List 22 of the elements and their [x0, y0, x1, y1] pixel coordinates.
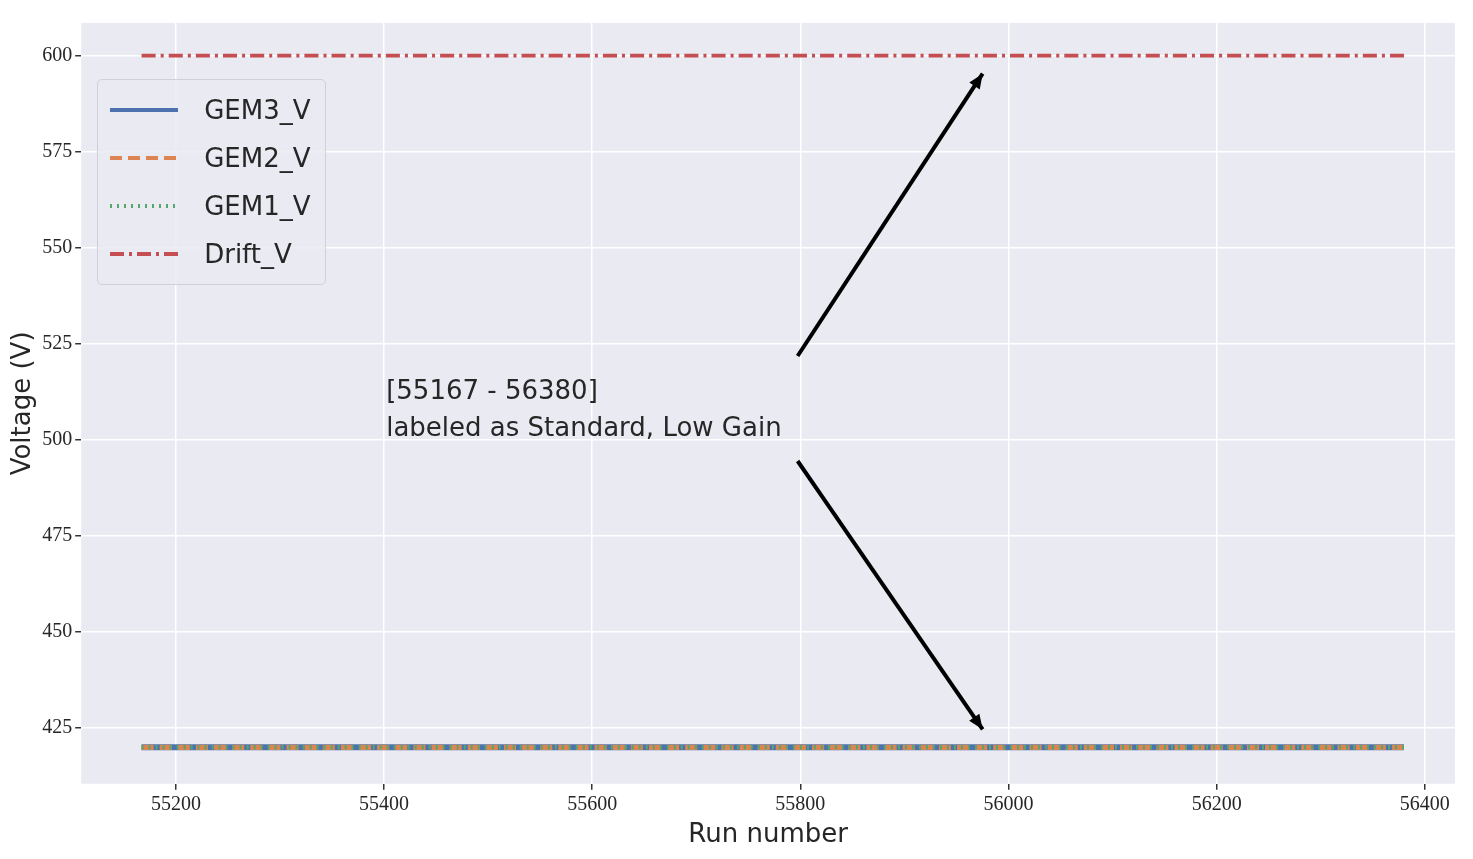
x-tick-label: 55200 [150, 792, 201, 815]
x-tick-label: 56000 [983, 792, 1034, 815]
y-tick-label: 600 [42, 42, 73, 65]
x-tick-label: 55400 [359, 792, 410, 815]
x-tick-label: 55800 [775, 792, 826, 815]
annotation: [55167 - 56380] labeled as Standard, Low Gain [386, 375, 782, 443]
x-tick-label: 56200 [1191, 792, 1242, 815]
legend-label: GEM3_V [204, 95, 311, 125]
x-tick-label: 56400 [1399, 792, 1450, 815]
legend-label: Drift_V [204, 239, 292, 269]
y-tick-label: 575 [42, 138, 73, 161]
y-tick-label: 475 [42, 523, 73, 546]
y-tick-label: 450 [42, 619, 73, 642]
x-axis-title: Run number [688, 818, 849, 849]
y-tick-label: 500 [42, 427, 73, 450]
legend-label: GEM1_V [204, 191, 311, 221]
y-axis-title: Voltage (V) [6, 331, 37, 476]
y-tick-label: 525 [42, 331, 73, 354]
x-tick-label: 55600 [567, 792, 618, 815]
y-tick-label: 550 [42, 235, 73, 258]
legend-label: GEM2_V [204, 143, 311, 173]
y-tick-label: 425 [42, 715, 73, 738]
